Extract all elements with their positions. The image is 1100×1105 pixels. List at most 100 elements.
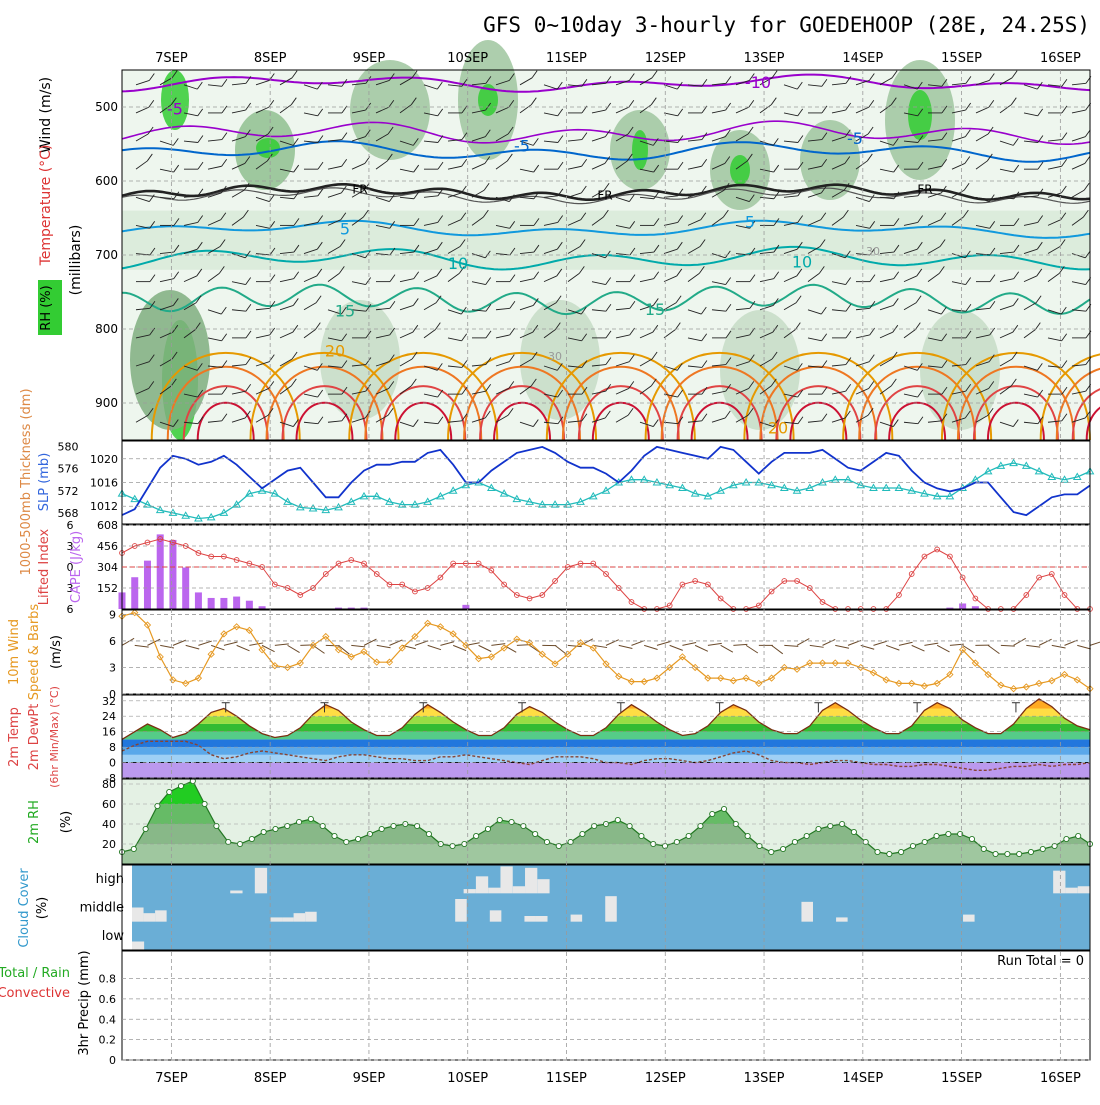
temp-band (122, 763, 1090, 778)
rh-point (875, 849, 880, 854)
cloud-mid-bar (605, 896, 617, 922)
surface-wind-barb (491, 644, 505, 646)
temp-band (122, 709, 1090, 717)
bottom-date-label: 7SEP (155, 1071, 188, 1086)
slp-tick-label: 1016 (90, 477, 118, 490)
surface-wind-barb (479, 645, 492, 651)
rh-point (355, 836, 360, 841)
rh-point (1017, 851, 1022, 856)
lifted-index-line (122, 539, 1090, 609)
cape-tick-label: 152 (97, 582, 118, 595)
upper-wind-label: Wind (m/s) (38, 77, 54, 153)
temp-tick-label: 8 (109, 741, 116, 754)
bottom-date-label: 14SEP (842, 1071, 883, 1086)
top-date-label: 14SEP (842, 51, 883, 66)
cloud-mid-bar (490, 910, 502, 921)
temp2m-label: 2m Temp (7, 707, 22, 767)
upper-temp-label: Temperature (°C) (38, 145, 54, 267)
surface-wind-barb (1077, 645, 1091, 649)
rh-point (816, 826, 821, 831)
surface-wind-barb (797, 639, 809, 646)
contour-label: -5 (167, 99, 183, 118)
cloud-units-label: (%) (35, 897, 50, 920)
dew2m-label: 2m DewPt (27, 704, 42, 771)
temp-band (122, 701, 1090, 709)
cape-bar (959, 603, 966, 609)
cloud-mid-bar (801, 902, 813, 922)
surface-wind-barb (823, 639, 836, 645)
contour-label: -10 (745, 73, 771, 92)
surface-wind-barb (224, 642, 238, 645)
cape-bar (220, 598, 227, 609)
bottom-date-label: 15SEP (941, 1071, 982, 1086)
thickness-tick-label: 572 (58, 485, 79, 498)
rh-point (887, 851, 892, 856)
rh-point (1005, 851, 1010, 856)
rh-point (769, 849, 774, 854)
contour-label: FR (597, 189, 612, 203)
rh-point (1040, 846, 1045, 851)
bottom-date-label: 9SEP (353, 1071, 386, 1086)
thickness-tick-label: 580 (58, 441, 79, 454)
rh-shading (720, 310, 800, 430)
surface-wind-barb (670, 645, 683, 650)
li-label: Lifted Index (37, 528, 52, 605)
slp-tick-label: 1012 (90, 500, 118, 513)
rh2m-units-label: (%) (59, 811, 74, 834)
wind10u-label: (m/s) (49, 635, 64, 669)
surface-wind-barb (899, 642, 913, 645)
cloud-mid-bar (455, 899, 467, 922)
panel-frame-wind (122, 610, 1090, 694)
cloud-level-label: high (96, 872, 124, 887)
cloud-mid-bar (571, 915, 583, 922)
rh-point (426, 831, 431, 836)
rh-point (639, 833, 644, 838)
contour-label: 15 (335, 301, 355, 320)
wind-tick-label: 3 (109, 661, 116, 674)
rh-shading (350, 60, 430, 160)
wind-tick-label: 9 (109, 608, 116, 621)
rh-point (497, 817, 502, 822)
rh-point (143, 826, 148, 831)
slp-line (122, 447, 1090, 515)
precip-conv-label: Convective (0, 986, 70, 1001)
bottom-date-label: 8SEP (254, 1071, 287, 1086)
rh-point (332, 833, 337, 838)
rh-point (533, 831, 538, 836)
cloud-mid-bar (305, 912, 317, 922)
cape-tick-label: 304 (97, 561, 118, 574)
rh-point (993, 851, 998, 856)
surface-wind-barb (211, 645, 224, 650)
thickness-tick-label: 568 (58, 507, 79, 520)
surface-wind-barb (1090, 641, 1100, 645)
cloud-mid-bar (144, 913, 156, 922)
precip-tick-label: 0.4 (99, 1013, 117, 1026)
contour-label: -5 (847, 129, 863, 148)
surface-wind-barb (237, 645, 250, 650)
rh-shading (632, 130, 648, 170)
surface-wind-barb (555, 645, 566, 654)
pressure-tick-label: 900 (95, 396, 118, 410)
contour-label: 30 (866, 245, 880, 258)
bottom-date-label: 13SEP (744, 1071, 785, 1086)
surface-wind-barb (122, 638, 134, 645)
surface-wind-barb (810, 645, 824, 647)
cape-bar (195, 592, 202, 609)
cloud-mid-bar (536, 916, 548, 922)
temp-tick-label: 24 (102, 710, 116, 723)
cape-tick-label: 608 (97, 519, 118, 532)
cape-bar (233, 597, 240, 609)
surface-wind-barb (721, 645, 733, 652)
panel-frame-precip (122, 951, 1090, 1060)
rh-point (615, 817, 620, 822)
rh-point (851, 829, 856, 834)
thickness-tick-label: 576 (58, 463, 79, 476)
cloud-label: Cloud Cover (17, 868, 32, 948)
rh-point (367, 831, 372, 836)
cloud-high-bar (537, 879, 549, 893)
surface-wind-barb (1026, 645, 1040, 647)
cape-tick-label: 456 (97, 540, 118, 553)
wind10-label: 10m Wind (7, 619, 22, 685)
contour-label: 10 (448, 254, 468, 273)
rh-point (934, 833, 939, 838)
